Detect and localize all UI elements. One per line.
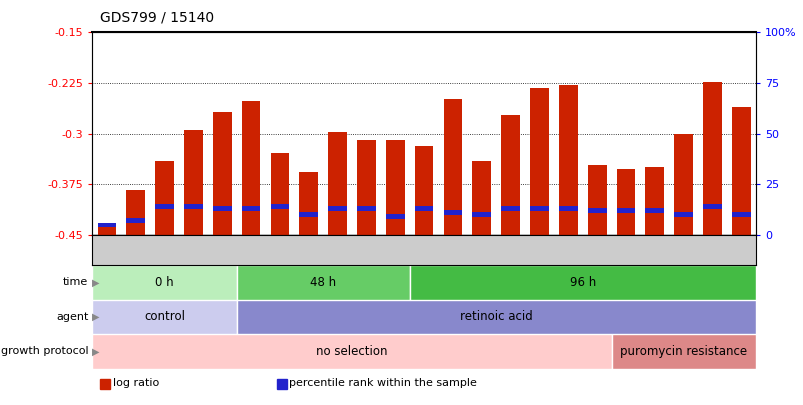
Bar xyxy=(299,172,318,235)
Text: 0 h: 0 h xyxy=(155,276,173,289)
Bar xyxy=(155,161,173,235)
Bar xyxy=(558,207,577,211)
Text: ▶: ▶ xyxy=(92,277,99,288)
Text: time: time xyxy=(63,277,88,288)
FancyBboxPatch shape xyxy=(92,334,611,369)
Text: puromycin resistance: puromycin resistance xyxy=(619,345,746,358)
Bar xyxy=(529,88,548,235)
Bar xyxy=(184,205,202,209)
Text: no selection: no selection xyxy=(316,345,387,358)
Text: 48 h: 48 h xyxy=(310,276,336,289)
Bar xyxy=(270,205,289,209)
FancyBboxPatch shape xyxy=(611,334,755,369)
Bar xyxy=(385,141,404,235)
Bar xyxy=(443,98,462,235)
Bar xyxy=(242,207,260,211)
Bar xyxy=(731,107,750,235)
Bar xyxy=(357,141,375,235)
Bar xyxy=(155,205,173,209)
FancyBboxPatch shape xyxy=(236,300,755,334)
Bar xyxy=(213,207,231,211)
Bar xyxy=(414,146,433,235)
Bar xyxy=(500,207,520,211)
Text: retinoic acid: retinoic acid xyxy=(459,310,532,324)
FancyBboxPatch shape xyxy=(92,300,236,334)
Bar xyxy=(703,82,721,235)
Bar xyxy=(443,211,462,215)
Bar xyxy=(126,219,145,223)
Bar xyxy=(126,190,145,235)
Bar xyxy=(616,209,634,213)
Bar xyxy=(414,207,433,211)
Bar xyxy=(472,161,491,235)
Bar xyxy=(328,207,347,211)
Text: 96 h: 96 h xyxy=(569,276,595,289)
Bar xyxy=(500,115,520,235)
Bar xyxy=(97,225,116,235)
Bar xyxy=(184,130,202,235)
Text: GDS799 / 15140: GDS799 / 15140 xyxy=(100,10,214,24)
Bar xyxy=(703,205,721,209)
Bar xyxy=(270,153,289,235)
Bar xyxy=(357,207,375,211)
Text: log ratio: log ratio xyxy=(112,378,159,388)
FancyBboxPatch shape xyxy=(410,265,755,300)
Bar xyxy=(558,85,577,235)
Bar xyxy=(299,213,318,217)
Bar xyxy=(645,167,663,235)
Text: growth protocol: growth protocol xyxy=(1,346,88,356)
Bar xyxy=(616,169,634,235)
Bar xyxy=(213,112,231,235)
Bar xyxy=(328,132,347,235)
Bar xyxy=(97,223,116,227)
Bar xyxy=(645,209,663,213)
Bar xyxy=(674,213,692,217)
Bar xyxy=(674,134,692,235)
Bar xyxy=(242,101,260,235)
Bar xyxy=(385,215,404,219)
Bar xyxy=(587,165,605,235)
Bar xyxy=(472,213,491,217)
Text: ▶: ▶ xyxy=(92,312,99,322)
Text: percentile rank within the sample: percentile rank within the sample xyxy=(289,378,477,388)
FancyBboxPatch shape xyxy=(236,265,410,300)
Text: ▶: ▶ xyxy=(92,346,99,356)
Bar xyxy=(529,207,548,211)
Text: agent: agent xyxy=(56,312,88,322)
Text: control: control xyxy=(144,310,185,324)
FancyBboxPatch shape xyxy=(92,265,236,300)
Bar xyxy=(731,213,750,217)
Bar xyxy=(587,209,605,213)
